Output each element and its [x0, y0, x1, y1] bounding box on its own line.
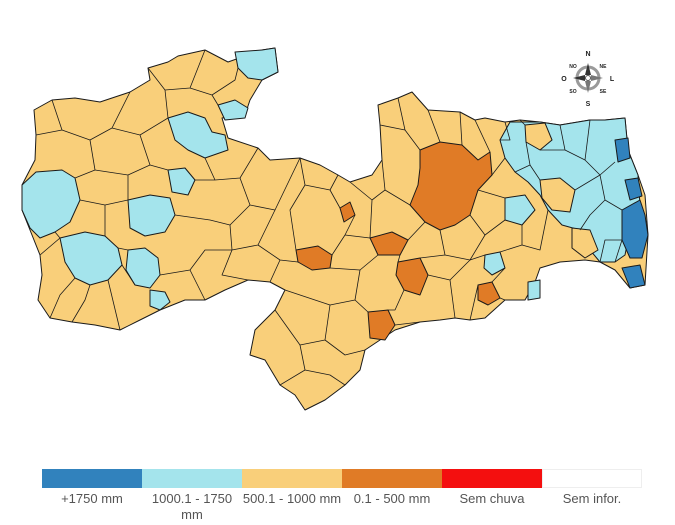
- legend-label-0-500: 0.1 - 500 mm: [353, 491, 431, 506]
- legend-swatch-1000-1750: [142, 469, 242, 488]
- legend-label-no-rain: Sem chuva: [459, 491, 525, 506]
- compass-northwest: NO: [569, 64, 577, 70]
- compass-needle-south: [585, 81, 591, 93]
- region-northcentral-lightblue: [167, 167, 196, 196]
- region-south-orange-2: [367, 309, 396, 341]
- region-coast-darkblue-4: [621, 264, 646, 289]
- legend-label-no-info: Sem infor.: [562, 491, 622, 506]
- legend-item-0-500: 0.1 - 500 mm: [342, 469, 442, 525]
- region-southwest-lightblue: [59, 231, 123, 286]
- legend-item-1000-1750: 1000.1 - 1750 mm: [142, 469, 242, 525]
- region-north-lightblue-2: [234, 47, 279, 81]
- compass-needle-east: [591, 75, 603, 81]
- legend-item-above-1750: +1750 mm: [42, 469, 142, 525]
- legend-label-500-1000: 500.1 - 1000 mm: [242, 491, 342, 506]
- compass-east: L: [610, 76, 615, 83]
- region-south-lightblue: [149, 289, 171, 311]
- region-east-yellow-island-2: [524, 122, 553, 151]
- compass-rose: N S L O NE NO SE SO: [561, 51, 615, 108]
- legend: +1750 mm 1000.1 - 1750 mm 500.1 - 1000 m…: [42, 469, 642, 525]
- compass-southwest: SO: [569, 89, 576, 95]
- region-coast-darkblue: [621, 199, 649, 259]
- legend-item-no-info: Sem infor.: [542, 469, 642, 525]
- rainfall-map: [21, 47, 649, 411]
- compass-north: N: [585, 51, 590, 58]
- legend-item-500-1000: 500.1 - 1000 mm: [242, 469, 342, 525]
- legend-item-no-rain: Sem chuva: [442, 469, 542, 525]
- legend-label-above-1750: +1750 mm: [61, 491, 123, 506]
- region-north-lightblue: [167, 111, 229, 159]
- compass-west: O: [561, 76, 567, 83]
- legend-swatch-no-info: [542, 469, 642, 488]
- legend-swatch-500-1000: [242, 469, 342, 488]
- region-southwest-lightblue-2: [125, 247, 161, 289]
- region-southeast-orange: [477, 281, 501, 306]
- compass-needle-west: [573, 75, 585, 81]
- region-coast-darkblue-2: [614, 137, 631, 163]
- region-east-lightblue-2: [504, 194, 536, 226]
- region-central-orange-2: [369, 231, 409, 256]
- legend-swatch-above-1750: [42, 469, 142, 488]
- compass-needle-north: [585, 63, 591, 75]
- municipal-boundaries: [35, 49, 623, 386]
- state-outline: [21, 47, 649, 411]
- legend-label-1000-1750: 1000.1 - 1750 mm: [151, 491, 233, 522]
- legend-swatch-no-rain: [442, 469, 542, 488]
- compass-southeast: SE: [600, 89, 607, 95]
- region-central-lightblue: [127, 194, 176, 237]
- region-east-yellow-island-3: [571, 227, 599, 259]
- legend-swatch-0-500: [342, 469, 442, 488]
- compass-south: S: [586, 101, 591, 108]
- region-east-lightblue-4: [527, 279, 541, 301]
- region-north-lightblue-3: [217, 99, 249, 121]
- region-east-yellow-island: [539, 177, 576, 213]
- region-east-lightblue-3: [483, 251, 506, 276]
- region-coast-darkblue-3: [624, 177, 643, 201]
- compass-northeast: NE: [600, 64, 608, 70]
